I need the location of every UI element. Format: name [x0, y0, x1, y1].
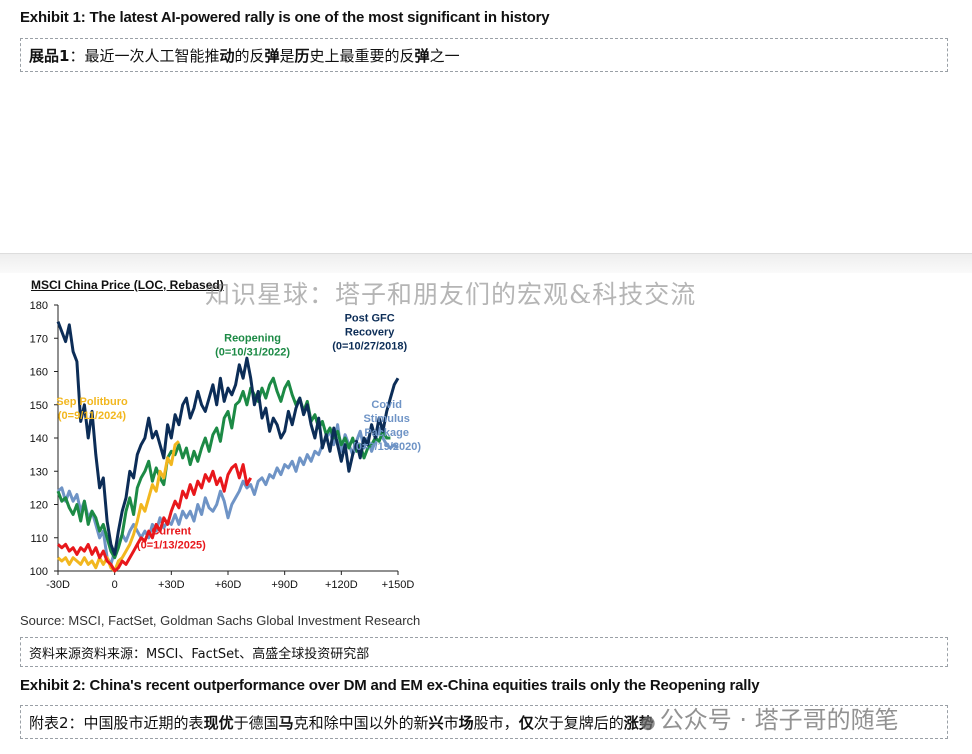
y-tick-label: 140 — [30, 433, 48, 445]
text-run: 弹 — [264, 47, 280, 65]
text-run: 之一 — [429, 47, 460, 65]
series-label: (0=3/19/2020) — [352, 441, 421, 453]
series-line-3 — [57, 440, 180, 573]
y-tick-label: 100 — [30, 566, 48, 578]
x-tick-label: +30D — [158, 579, 185, 591]
text-run: 弹 — [414, 47, 430, 65]
series-label: Reopening — [224, 333, 281, 345]
watermark-text: 知识星球：塔子和朋友们的宏观&科技交流 — [205, 280, 697, 309]
text-run: 次于复牌后的 — [533, 714, 624, 732]
y-tick-label: 150 — [30, 400, 48, 412]
text-run: 动 — [219, 47, 235, 65]
brand-watermark: ● 公众号 · 塔子哥的随笔 — [640, 700, 899, 735]
x-tick-label: +90D — [271, 579, 298, 591]
y-tick-label: 180 — [30, 300, 48, 312]
series-line-0 — [56, 321, 400, 556]
x-tick-label: +120D — [325, 579, 358, 591]
series-label: Recovery — [345, 327, 395, 339]
line-chart: 100 110 120 130 140 150 160 170 180 -30D 0 +30D +60D… — [30, 300, 422, 591]
series-label: Package — [364, 427, 409, 439]
series-label: Covid — [371, 399, 402, 411]
text-run: 于德国 — [233, 714, 279, 732]
x-tick-label: +150D — [382, 579, 415, 591]
series-label: Stimulus — [363, 413, 409, 425]
text-run: ：中国股市近期的表 — [68, 714, 204, 732]
series-label: (0=9/11/2024) — [58, 410, 127, 422]
x-tick-label: -30D — [46, 579, 70, 591]
exhibit1-translation: 展品1：最近一次人工智能推动的反弹是历史上最重要的反弹之一 — [20, 38, 948, 72]
exhibit2-translation: 附表2：中国股市近期的表现优于德国马克和除中国以外的新兴市场股市，仅次于复牌后的… — [20, 705, 948, 739]
text-run: 仅 — [518, 714, 534, 732]
text-run: 场 — [458, 714, 474, 732]
chart-title: MSCI China Price (LOC, Rebased) — [31, 278, 224, 292]
series-label: (0=10/31/2022) — [215, 347, 290, 359]
series-label: (0=1/13/2025) — [137, 539, 206, 551]
series-line-4 — [57, 463, 253, 573]
brand-watermark-text: 公众号 · 塔子哥的随笔 — [659, 706, 899, 734]
x-tick-label: 0 — [112, 579, 118, 591]
text-run: 涨势 — [623, 714, 654, 732]
text-run: 是 — [279, 47, 295, 65]
text-run: 的反 — [234, 47, 265, 65]
y-tick-label: 170 — [30, 333, 48, 345]
source-translation: 资料来源资料来源：MSCI、FactSet、高盛全球投资研究部 — [20, 637, 948, 667]
exhibit2-title: Exhibit 2: China's recent outperformance… — [20, 677, 760, 694]
exhibit1-title: Exhibit 1: The latest AI-powered rally i… — [20, 9, 550, 26]
source-note: Source: MSCI, FactSet, Goldman Sachs Glo… — [20, 613, 421, 628]
y-tick-label: 120 — [30, 500, 48, 512]
section-divider-band — [0, 253, 972, 273]
text-run: 股市， — [473, 714, 519, 732]
series-label: (0=10/27/2018) — [332, 341, 407, 353]
text-run: 历 — [294, 47, 310, 65]
text-run: 史上最重要的反 — [309, 47, 415, 65]
series-label: Current — [151, 525, 191, 537]
wechat-icon: ● — [640, 712, 656, 733]
series-label: Post GFC — [345, 313, 395, 325]
text-run: 市 — [443, 714, 459, 732]
text-run: ：最近一次人工智能推 — [69, 47, 220, 65]
text-run: 兴 — [428, 714, 444, 732]
y-tick-label: 130 — [30, 466, 48, 478]
text-run: 附表2 — [29, 714, 69, 732]
text-run: 展品1 — [29, 47, 70, 65]
y-tick-label: 110 — [30, 533, 48, 545]
text-run: 克和除中国以外的新 — [293, 714, 429, 732]
series-label: Sep Politburo — [56, 396, 128, 408]
y-tick-label: 160 — [30, 367, 48, 379]
x-tick-label: +60D — [215, 579, 242, 591]
text-run: 现优 — [203, 714, 234, 732]
text-run: 马 — [278, 714, 294, 732]
